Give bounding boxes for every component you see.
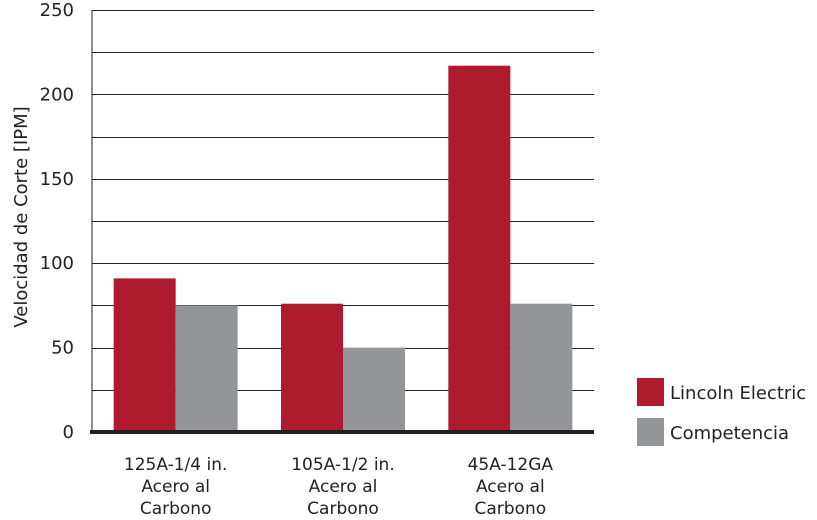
x-category-label: Carbono <box>140 499 212 519</box>
bar-competencia-1 <box>175 305 238 432</box>
x-category-label: 105A-1/2 in. <box>291 455 395 475</box>
x-category-label: Carbono <box>475 499 547 519</box>
x-category-label: Acero al <box>476 477 545 497</box>
y-tick-label: 200 <box>40 84 74 105</box>
bar-lincoln-electric-1 <box>113 278 176 432</box>
legend: Lincoln Electric Competencia <box>637 378 806 446</box>
bar-competencia-2 <box>343 347 405 432</box>
legend-label: Lincoln Electric <box>670 383 806 404</box>
bar-lincoln-electric-2 <box>281 303 343 432</box>
y-tick-labels: 0 50 100 150 200 250 <box>40 0 74 443</box>
legend-label: Competencia <box>670 423 789 444</box>
x-category-label: 125A-1/4 in. <box>124 455 228 475</box>
y-tick-label: 50 <box>51 338 74 359</box>
bars <box>90 65 594 434</box>
y-axis-title: Velocidad de Corte [IPM] <box>11 106 32 327</box>
legend-swatch <box>637 418 664 446</box>
x-category-label: Carbono <box>307 499 379 519</box>
y-tick-label: 0 <box>63 422 74 443</box>
x-category-label: Acero al <box>141 477 210 497</box>
y-tick-label: 250 <box>40 0 74 21</box>
legend-swatch <box>637 378 664 406</box>
bar-competencia-3 <box>510 303 573 432</box>
bar-lincoln-electric-3 <box>448 65 511 432</box>
x-category-label: Acero al <box>309 477 378 497</box>
x-category-label: 45A-12GA <box>468 455 554 475</box>
y-tick-label: 150 <box>40 169 74 190</box>
y-tick-label: 100 <box>40 253 74 274</box>
